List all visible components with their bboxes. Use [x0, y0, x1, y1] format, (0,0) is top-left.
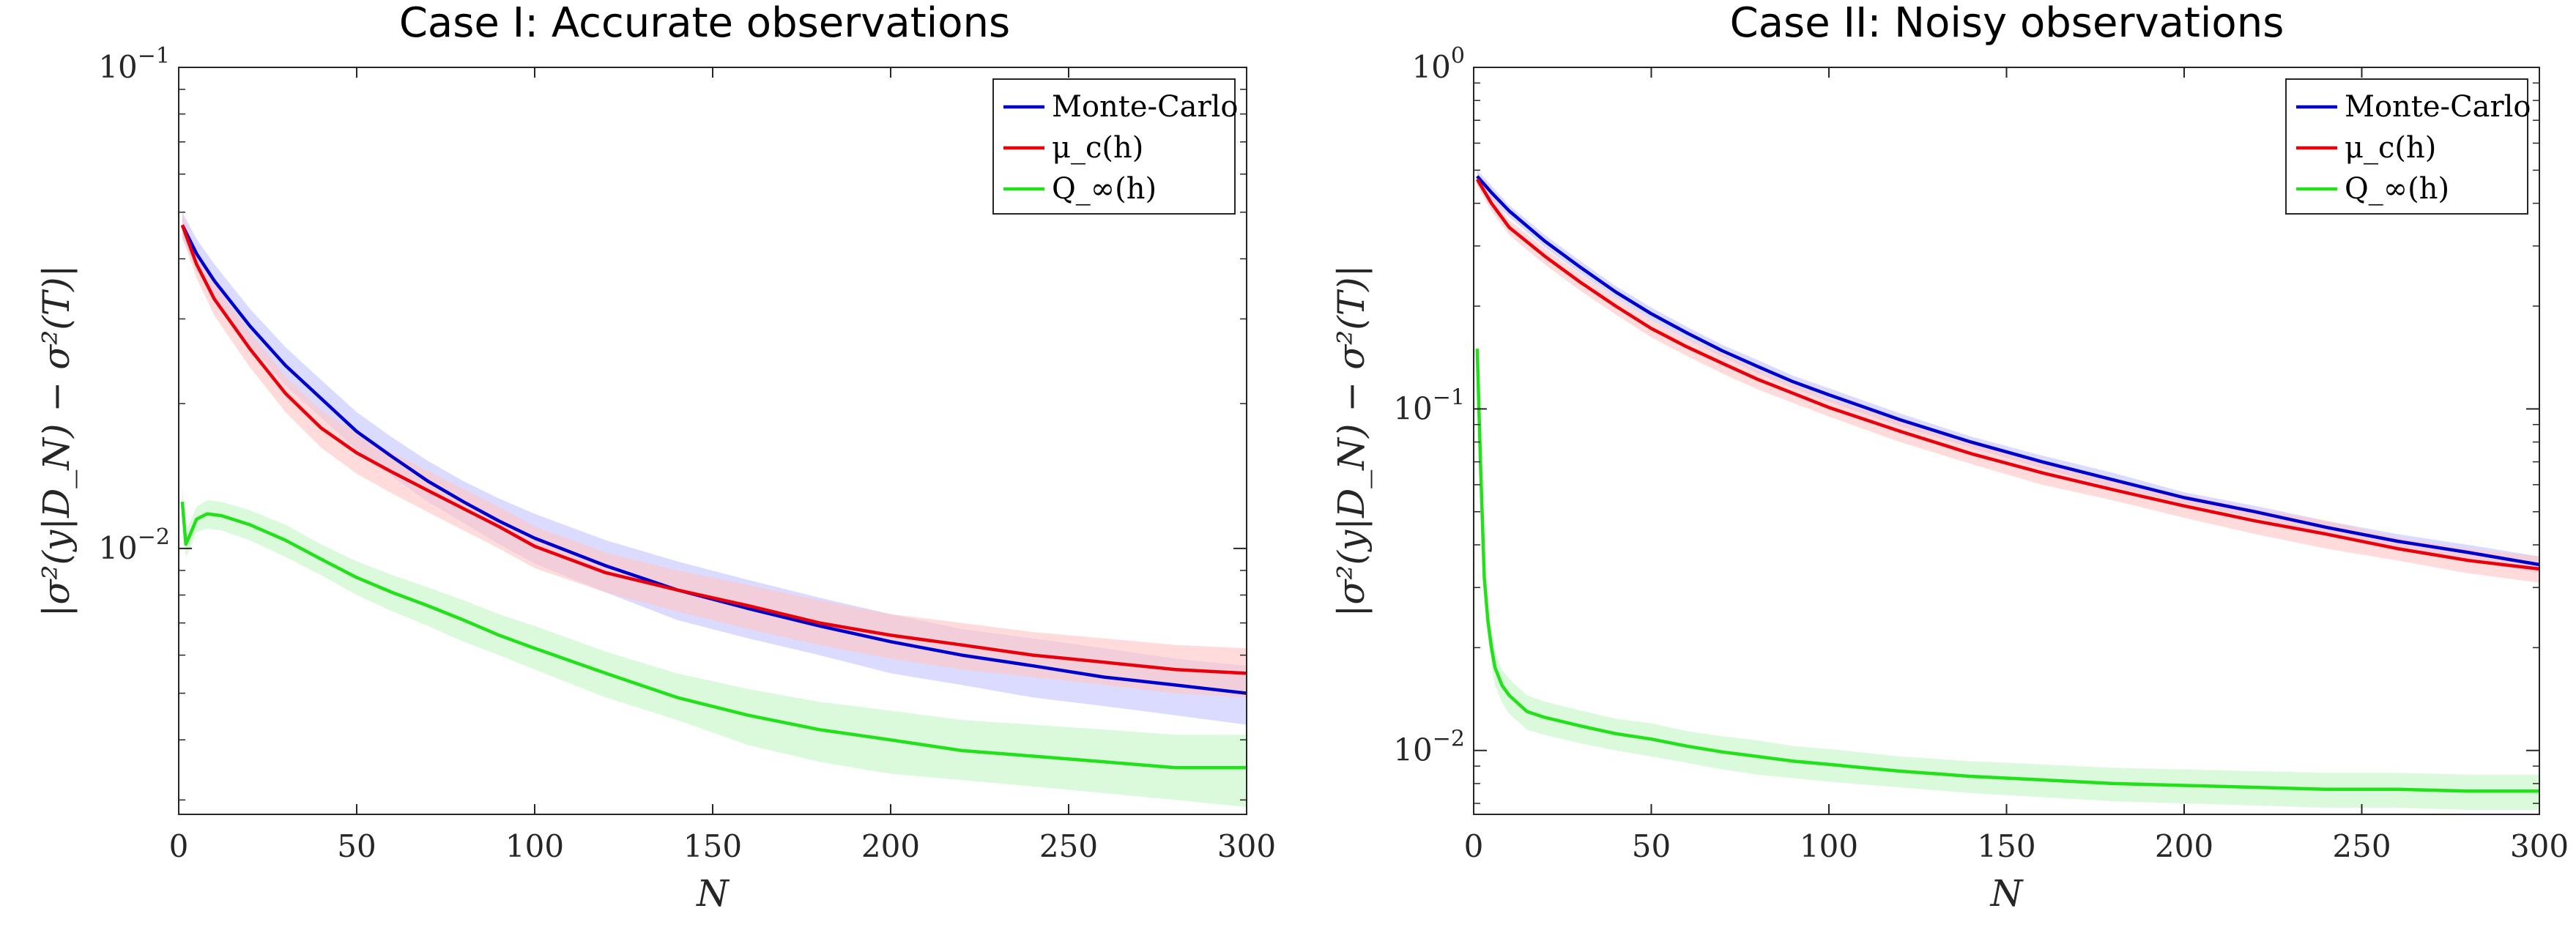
- x-tick-label: 300: [1217, 828, 1276, 864]
- confidence-band-3: [182, 486, 1247, 807]
- confidence-band-3: [1477, 339, 2539, 810]
- x-tick-label: 150: [683, 828, 742, 864]
- x-tick-label: 150: [1977, 828, 2035, 864]
- legend-label-3: Q_∞(h): [1052, 172, 1157, 206]
- legend-label-1: Monte-Carlo: [2345, 90, 2531, 124]
- chart-title: Case II: Noisy observations: [1730, 0, 2284, 47]
- chart-title: Case I: Accurate observations: [399, 0, 1010, 47]
- x-tick-label: 250: [2332, 828, 2391, 864]
- y-tick-label: 10−1: [1393, 384, 1465, 426]
- series-line-1: [180, 224, 1247, 695]
- legend-label-1: Monte-Carlo: [1052, 90, 1239, 124]
- x-tick-label: 50: [337, 828, 376, 864]
- legend: Monte-Carlo μ_c(h) Q_∞(h): [2285, 78, 2531, 215]
- confidence-band-2: [1477, 173, 2539, 583]
- series-line-3: [1475, 349, 2539, 793]
- x-tick-label: 100: [505, 828, 564, 864]
- legend-label-2: μ_c(h): [1052, 131, 1143, 165]
- x-tick-label: 0: [1464, 828, 1484, 864]
- y-axis-label: |σ²(y|D_N) − σ²(T)|: [35, 264, 78, 617]
- y-tick-label: 10−2: [98, 524, 170, 566]
- legend-label-2: μ_c(h): [2345, 131, 2436, 165]
- series-line-2: [180, 224, 1247, 675]
- confidence-band-1: [1477, 170, 2539, 573]
- series-line-1: [1476, 175, 2540, 567]
- chart-panel-2: Case II: Noisy observations 0 50 100 150 200 2…: [1330, 0, 2569, 915]
- y-tick-label: 100: [1411, 43, 1465, 85]
- x-tick-label: 50: [1632, 828, 1671, 864]
- series-line-2: [1475, 178, 2540, 571]
- legend: Monte-Carlo μ_c(h) Q_∞(h): [992, 78, 1239, 215]
- y-axis-label: |σ²(y|D_N) − σ²(T)|: [1330, 264, 1373, 617]
- legend-label-3: Q_∞(h): [2345, 172, 2449, 206]
- x-tick-label: 250: [1039, 828, 1098, 864]
- x-axis-label: N: [696, 872, 730, 915]
- x-tick-label: 200: [861, 828, 920, 864]
- x-tick-label: 300: [2510, 828, 2569, 864]
- y-tick-label: 10−2: [1393, 726, 1465, 768]
- x-tick-label: 100: [1800, 828, 1858, 864]
- x-tick-label: 200: [2155, 828, 2213, 864]
- x-tick-label: 0: [169, 828, 189, 864]
- series-line-3: [180, 502, 1247, 770]
- chart-panel-1: Case I: Accurate observations 0 50 100 150 20…: [35, 0, 1276, 915]
- y-tick-label: 10−1: [98, 43, 170, 85]
- x-axis-label: N: [1990, 872, 2024, 915]
